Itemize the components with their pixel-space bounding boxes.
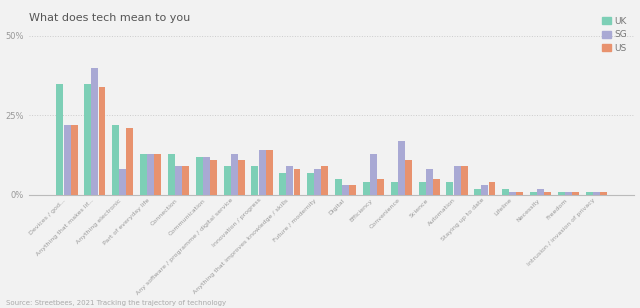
Bar (530, 192, 537, 195)
Bar (600, 192, 607, 195)
Bar (572, 192, 579, 195)
Bar (279, 172, 286, 195)
Bar (461, 166, 468, 195)
Bar (509, 192, 516, 195)
Bar (363, 182, 370, 195)
Bar (593, 192, 600, 195)
Bar (140, 153, 147, 195)
Bar (335, 179, 342, 195)
Bar (223, 166, 230, 195)
Bar (196, 157, 203, 195)
Bar (433, 179, 440, 195)
Bar (558, 192, 565, 195)
Bar (321, 166, 328, 195)
Bar (349, 185, 356, 195)
Bar (63, 125, 70, 195)
Bar (516, 192, 524, 195)
Bar (203, 157, 210, 195)
Bar (426, 169, 433, 195)
Bar (92, 68, 99, 195)
Bar (70, 125, 77, 195)
Legend: UK, SG, US: UK, SG, US (599, 14, 630, 56)
Bar (377, 179, 384, 195)
Bar (266, 150, 273, 195)
Bar (294, 169, 300, 195)
Bar (314, 169, 321, 195)
Bar (168, 153, 175, 195)
Bar (175, 166, 182, 195)
Text: Source: Streetbees, 2021 Tracking the trajectory of technology: Source: Streetbees, 2021 Tracking the tr… (6, 301, 227, 306)
Bar (502, 188, 509, 195)
Bar (405, 160, 412, 195)
Bar (586, 192, 593, 195)
Bar (119, 169, 126, 195)
Bar (307, 172, 314, 195)
Bar (447, 182, 453, 195)
Bar (112, 125, 119, 195)
Bar (398, 141, 405, 195)
Bar (238, 160, 244, 195)
Bar (544, 192, 551, 195)
Text: What does tech mean to you: What does tech mean to you (29, 13, 190, 23)
Bar (565, 192, 572, 195)
Bar (342, 185, 349, 195)
Bar (488, 182, 495, 195)
Bar (391, 182, 397, 195)
Bar (454, 166, 461, 195)
Bar (182, 166, 189, 195)
Bar (419, 182, 426, 195)
Bar (99, 87, 106, 195)
Bar (287, 166, 293, 195)
Bar (481, 185, 488, 195)
Bar (474, 188, 481, 195)
Bar (147, 153, 154, 195)
Bar (56, 83, 63, 195)
Bar (537, 188, 544, 195)
Bar (126, 128, 133, 195)
Bar (259, 150, 266, 195)
Bar (230, 153, 237, 195)
Bar (370, 153, 377, 195)
Bar (84, 83, 92, 195)
Bar (154, 153, 161, 195)
Bar (210, 160, 217, 195)
Bar (252, 166, 259, 195)
